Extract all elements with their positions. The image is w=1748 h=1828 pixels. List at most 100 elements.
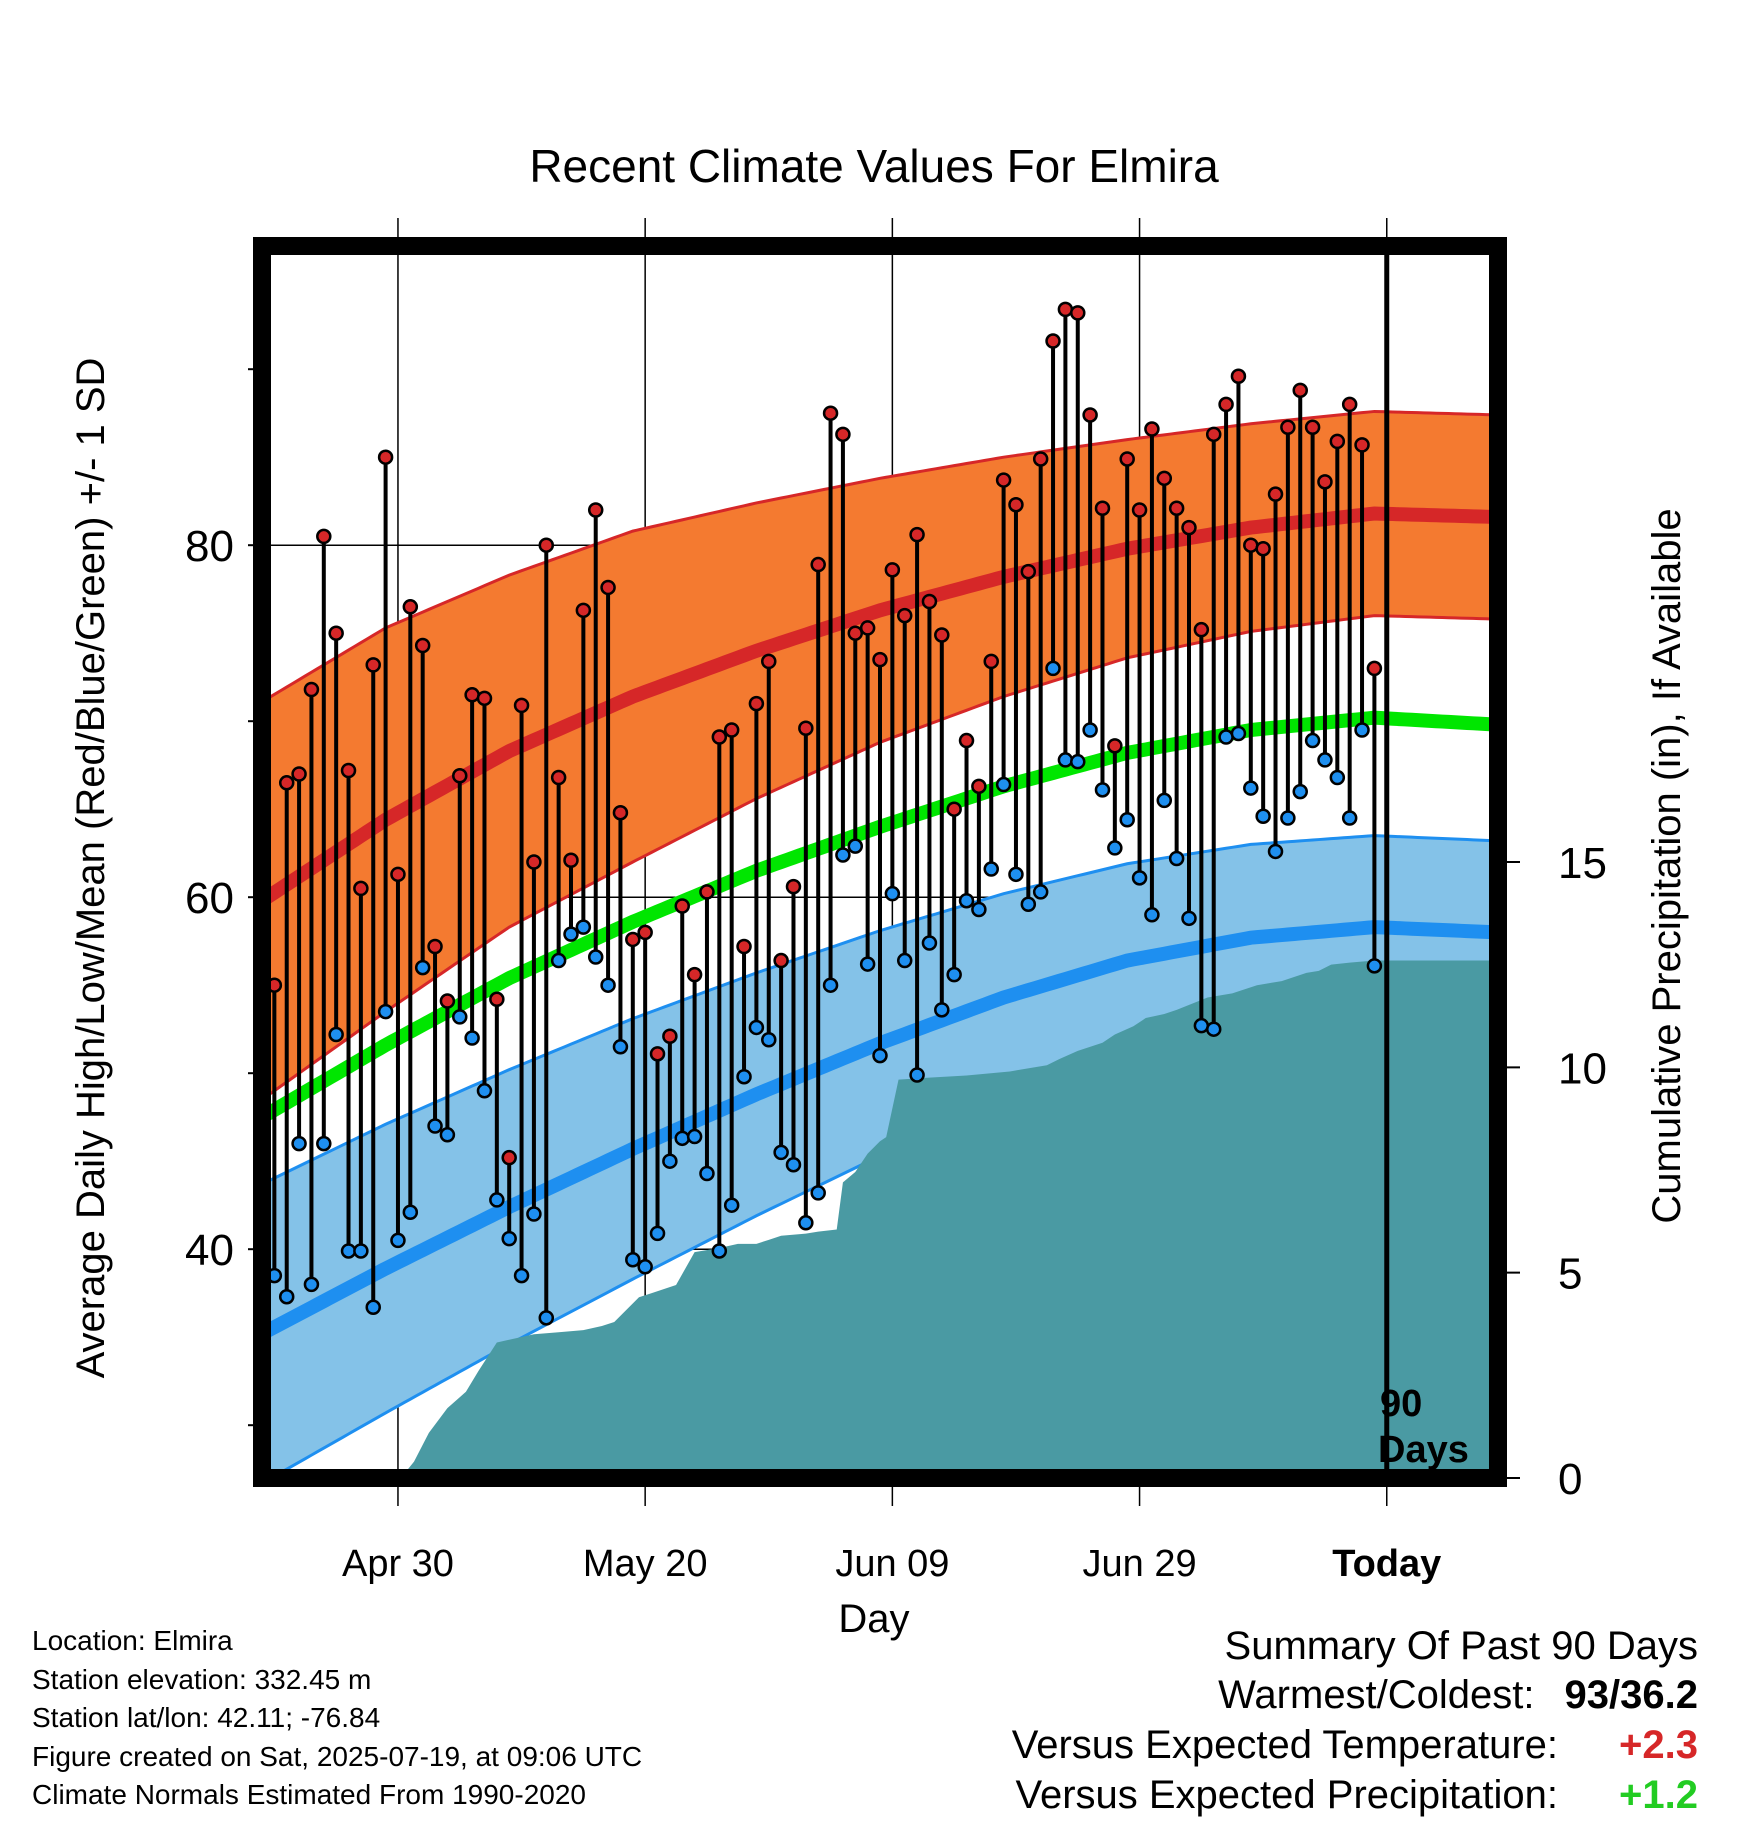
latlon-text: Station lat/lon: 42.11; -76.84 (32, 1702, 381, 1733)
daily-high-point (587, 502, 604, 518)
daily-high-point (316, 528, 332, 545)
daily-high-point (1341, 396, 1358, 413)
daily-high-point (1181, 519, 1197, 536)
today-annotation: 90 Days (1378, 1383, 1469, 1471)
daily-high-point (785, 878, 802, 895)
plot-frame (253, 237, 1507, 1487)
daily-low-point (686, 1128, 703, 1145)
daily-low-point (909, 1067, 925, 1083)
daily-low-point (1057, 752, 1074, 768)
summary-panel: Summary Of Past 90 Days Warmest/Coldest:… (798, 1622, 1698, 1820)
precip-anomaly-row: Versus Expected Precipitation: +1.2 (798, 1770, 1698, 1820)
daily-low-point (748, 1019, 765, 1036)
daily-low-point (550, 952, 567, 969)
daily-low-point (427, 1118, 443, 1134)
daily-low-point (464, 1030, 480, 1046)
daily-low-point (1070, 753, 1086, 770)
x-tick-label: Jun 29 (1083, 1543, 1197, 1585)
y-left-tick-label: 80 (185, 522, 234, 571)
daily-low-point (1230, 725, 1247, 742)
daily-high-point (1317, 474, 1333, 490)
daily-high-point (1292, 382, 1308, 399)
daily-high-point (1366, 660, 1383, 677)
daily-low-point (810, 1185, 826, 1201)
daily-high-point (452, 768, 468, 784)
daily-low-point (934, 1002, 950, 1018)
daily-high-point (736, 938, 752, 955)
daily-low-point (526, 1206, 542, 1222)
daily-low-point (1107, 840, 1123, 856)
daily-high-low-markers (266, 301, 1383, 1326)
daily-high-point (1267, 486, 1284, 502)
daily-low-point (1156, 792, 1173, 809)
daily-low-point (773, 1144, 789, 1161)
daily-low-point (711, 1243, 728, 1259)
daily-low-point (662, 1153, 678, 1169)
daily-high-point (1082, 407, 1098, 423)
daily-low-point (822, 977, 839, 993)
daily-high-point (884, 562, 901, 578)
daily-low-point (600, 977, 616, 993)
daily-low-point (859, 956, 876, 972)
precipitation-fill (262, 960, 1498, 1478)
daily-high-point (291, 766, 307, 782)
daily-low-point (1193, 1017, 1210, 1034)
daily-low-point (1205, 1021, 1222, 1037)
daily-high-point (563, 852, 579, 868)
daily-high-point (390, 866, 406, 883)
daily-high-point (835, 426, 851, 443)
daily-low-point (798, 1215, 814, 1231)
y-right-tick-label: 5 (1558, 1250, 1582, 1299)
daily-high-point (1070, 305, 1086, 321)
daily-low-point (278, 1288, 295, 1305)
daily-high-point (958, 732, 975, 749)
daily-low-point (1354, 722, 1370, 738)
daily-high-point (1008, 496, 1024, 513)
daily-low-point (291, 1135, 307, 1152)
daily-low-point (538, 1310, 555, 1326)
daily-high-point (1057, 301, 1074, 318)
daily-low-point (946, 966, 962, 983)
today-annotation-line1: 90 (1380, 1383, 1422, 1425)
daily-high-point (353, 880, 369, 897)
daily-high-point (748, 695, 765, 712)
daily-low-point (995, 776, 1012, 793)
warm-cold-row: Warmest/Coldest: 93/36.2 (798, 1670, 1698, 1720)
temp-anomaly-value: +2.3 (1619, 1723, 1698, 1767)
daily-low-point (637, 1259, 653, 1275)
daily-high-point (662, 1028, 678, 1044)
daily-high-point (674, 898, 690, 914)
daily-low-point (835, 847, 851, 863)
daily-high-point (909, 526, 925, 543)
daily-high-point (983, 653, 999, 670)
location-text: Location: Elmira (32, 1625, 233, 1656)
daily-high-point (414, 637, 431, 654)
daily-high-point (427, 938, 443, 955)
daily-low-point (414, 959, 431, 976)
daily-high-point (822, 405, 839, 421)
axes: 40 60 80 0 5 10 15 Apr 30 May 20 Jun 09 Jun 29 Toda… (185, 246, 1607, 1585)
daily-low-point (1082, 722, 1098, 738)
daily-low-point (402, 1204, 419, 1220)
summary-heading: Summary Of Past 90 Days (1224, 1624, 1698, 1668)
precipitation-area (262, 960, 1498, 1478)
daily-low-point (1119, 812, 1135, 828)
daily-high-point (1243, 537, 1259, 553)
y-axis-label-left: Average Daily High/Low/Mean (Red/Blue/Gr… (69, 358, 113, 1379)
y-right-tick-label: 10 (1558, 1044, 1607, 1093)
daily-low-point (563, 926, 579, 942)
daily-high-point (872, 651, 888, 668)
daily-low-point (761, 1032, 777, 1048)
daily-high-point (798, 720, 814, 736)
daily-low-point (439, 1127, 456, 1143)
daily-low-point (1317, 752, 1333, 768)
daily-high-point (1032, 451, 1049, 467)
daily-low-point (1329, 769, 1346, 786)
y-left-tick-label: 60 (185, 874, 234, 923)
daily-high-point (1144, 421, 1160, 437)
daily-high-point (1205, 426, 1222, 443)
daily-high-point (761, 653, 777, 670)
daily-high-point (1230, 368, 1247, 384)
daily-low-point (303, 1276, 320, 1293)
daily-low-point (1304, 732, 1321, 749)
